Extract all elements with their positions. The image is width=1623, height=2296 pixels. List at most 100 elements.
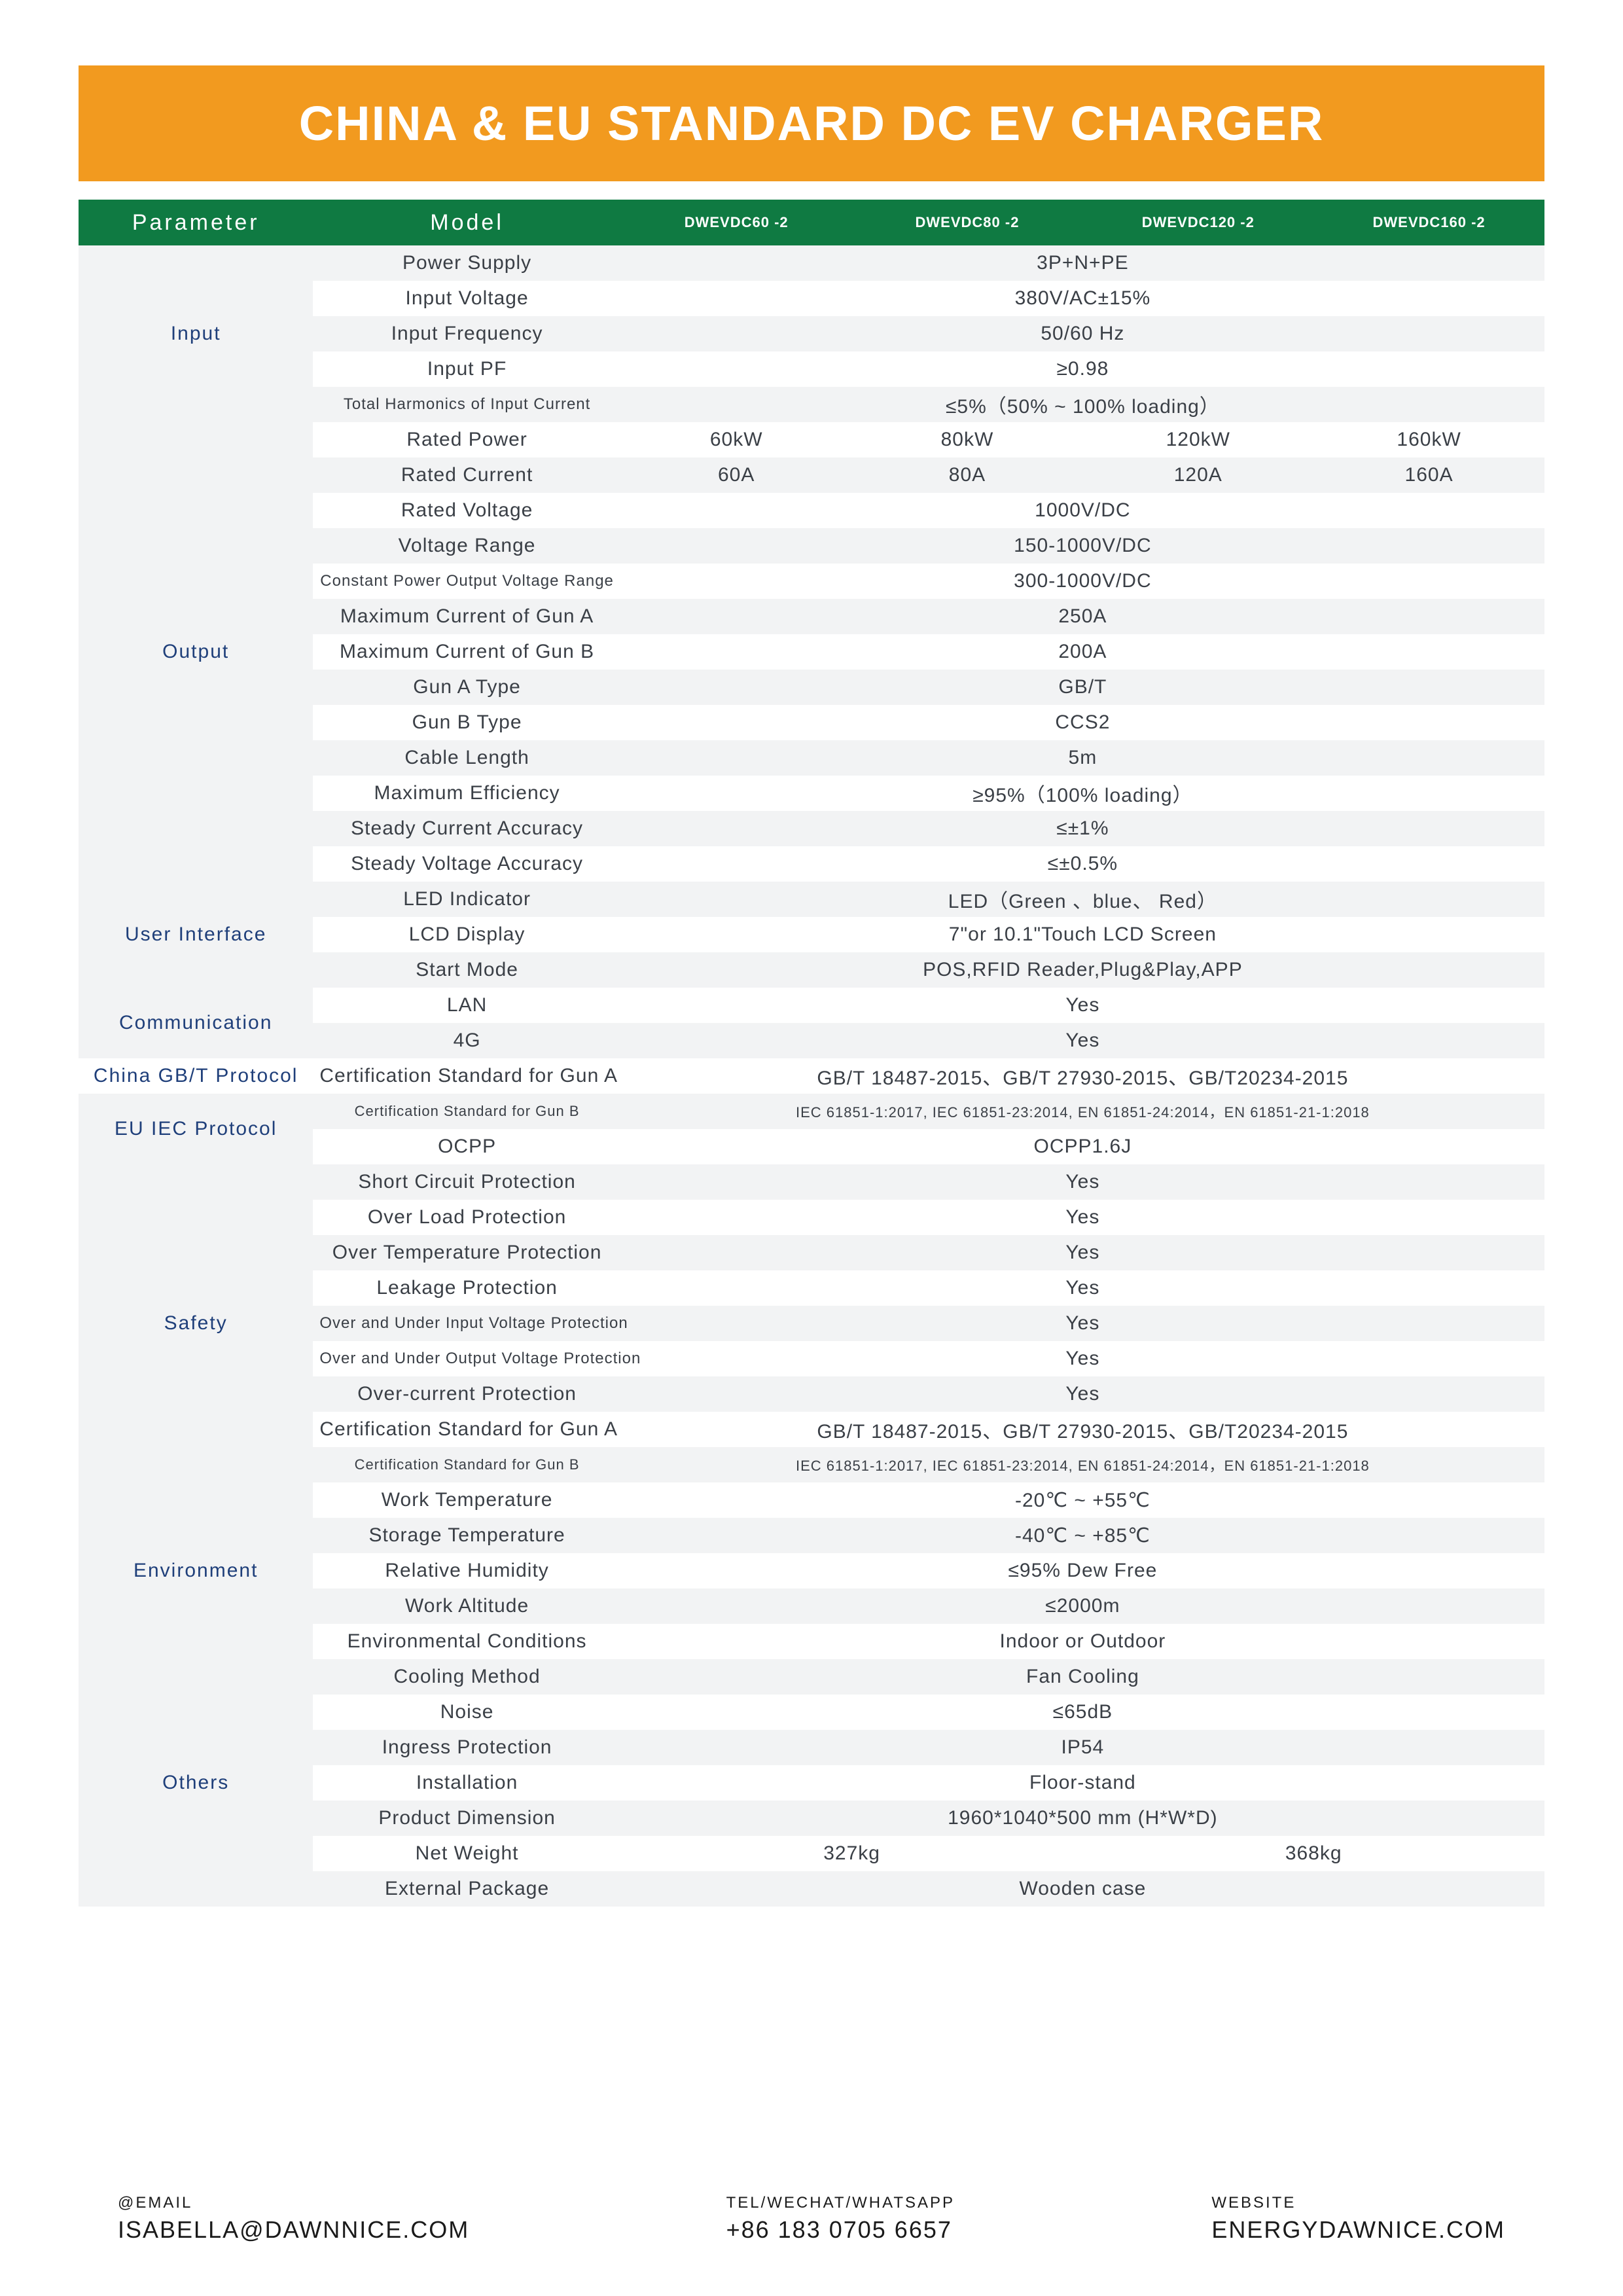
param-value: IP54 [621,1730,1544,1765]
param-label: Maximum Current of Gun B [313,634,620,670]
param-value: Yes [621,1200,1544,1235]
param-label: Storage Temperature [313,1518,620,1553]
param-value: ≤±1% [621,811,1544,846]
param-value: 80A [852,457,1083,493]
param-label: Constant Power Output Voltage Range [313,564,620,599]
page-title: CHINA & EU STANDARD DC EV CHARGER [79,65,1544,181]
category-cell: Communication [79,988,313,1058]
category-cell: Others [79,1659,313,1907]
param-value: Indoor or Outdoor [621,1624,1544,1659]
table-row: OutputRated Power60kW80kW120kW160kW [79,422,1544,457]
param-label: LAN [313,988,620,1023]
param-value: IEC 61851-1:2017, IEC 61851-23:2014, EN … [621,1447,1544,1482]
param-label: Over Load Protection [313,1200,620,1235]
param-label: Work Altitude [313,1588,620,1624]
param-label: Total Harmonics of Input Current [313,387,620,422]
col-model-3: DWEVDC120 -2 [1082,200,1313,245]
param-value: IEC 61851-1:2017, IEC 61851-23:2014, EN … [621,1094,1544,1129]
table-header-row: Parameter Model DWEVDC60 -2 DWEVDC80 -2 … [79,200,1544,245]
param-label: Input PF [313,351,620,387]
param-label: Certification Standard for Gun B [313,1094,620,1129]
param-value: ≤65dB [621,1695,1544,1730]
param-label: Relative Humidity [313,1553,620,1588]
param-value: Yes [621,1270,1544,1306]
param-value: ≥0.98 [621,351,1544,387]
param-value: 327kg [621,1836,1083,1871]
table-row: CommunicationLANYes [79,988,1544,1023]
param-value: 50/60 Hz [621,316,1544,351]
param-value: 200A [621,634,1544,670]
param-label: Short Circuit Protection [313,1164,620,1200]
param-label: OCPP [313,1129,620,1164]
param-value: LED（Green 、blue、 Red） [621,882,1544,917]
param-value: 150-1000V/DC [621,528,1544,564]
param-value: GB/T 18487-2015、GB/T 27930-2015、GB/T2023… [621,1412,1544,1447]
param-value: Yes [621,1341,1544,1376]
param-value: 60A [621,457,852,493]
param-label: Work Temperature [313,1482,620,1518]
param-label: Rated Voltage [313,493,620,528]
param-value: Floor-stand [621,1765,1544,1801]
param-value: 3P+N+PE [621,245,1544,281]
param-value: Wooden case [621,1871,1544,1907]
param-label: Steady Voltage Accuracy [313,846,620,882]
param-label: Net Weight [313,1836,620,1871]
param-label: Cable Length [313,740,620,776]
param-value: POS,RFID Reader,Plug&Play,APP [621,952,1544,988]
param-value: ≤±0.5% [621,846,1544,882]
param-value: Yes [621,1306,1544,1341]
param-value: Yes [621,1023,1544,1058]
col-model: Model [313,200,620,245]
param-value: 120A [1082,457,1313,493]
footer-email: @EMAIL ISABELLA@DAWNNICE.COM [118,2194,469,2244]
param-label: LCD Display [313,917,620,952]
category-cell: Environment [79,1482,313,1659]
param-label: Start Mode [313,952,620,988]
param-value: 120kW [1082,422,1313,457]
category-cell: User Interface [79,882,313,988]
param-value: 300-1000V/DC [621,564,1544,599]
param-label: LED Indicator [313,882,620,917]
param-label: Certification Standard for Gun A [313,1058,620,1094]
param-value: Yes [621,1164,1544,1200]
table-row: User InterfaceLED IndicatorLED（Green 、bl… [79,882,1544,917]
param-label: Certification Standard for Gun A [313,1412,620,1447]
param-label: Input Frequency [313,316,620,351]
param-value: Yes [621,1235,1544,1270]
param-label: Leakage Protection [313,1270,620,1306]
col-model-1: DWEVDC60 -2 [621,200,852,245]
col-parameter: Parameter [79,200,313,245]
param-value: Yes [621,988,1544,1023]
param-value: CCS2 [621,705,1544,740]
param-value: 160kW [1313,422,1544,457]
param-value: ≤2000m [621,1588,1544,1624]
footer-web: WEBSITE ENERGYDAWNICE.COM [1211,2194,1505,2244]
col-model-2: DWEVDC80 -2 [852,200,1083,245]
table-row: InputPower Supply3P+N+PE [79,245,1544,281]
param-value: 7"or 10.1"Touch LCD Screen [621,917,1544,952]
table-row: EU IEC ProtocolCertification Standard fo… [79,1094,1544,1129]
param-value: 250A [621,599,1544,634]
param-label: Environmental Conditions [313,1624,620,1659]
footer-phone: TEL/WECHAT/WHATSAPP +86 183 0705 6657 [726,2194,955,2244]
param-label: External Package [313,1871,620,1907]
param-label: Product Dimension [313,1801,620,1836]
param-label: Gun A Type [313,670,620,705]
footer-phone-label: TEL/WECHAT/WHATSAPP [726,2194,955,2212]
spec-table: Parameter Model DWEVDC60 -2 DWEVDC80 -2 … [79,200,1544,1907]
param-label: Installation [313,1765,620,1801]
param-label: Input Voltage [313,281,620,316]
param-value: 60kW [621,422,852,457]
category-cell: Safety [79,1164,313,1482]
param-label: Power Supply [313,245,620,281]
param-value: 368kg [1082,1836,1544,1871]
param-value: -40℃ ~ +85℃ [621,1518,1544,1553]
footer-email-label: @EMAIL [118,2194,469,2212]
footer-email-value: ISABELLA@DAWNNICE.COM [118,2216,469,2244]
param-label: Over and Under Input Voltage Protection [313,1306,620,1341]
param-value: -20℃ ~ +55℃ [621,1482,1544,1518]
param-value: ≥95%（100% loading） [621,776,1544,811]
param-value: 380V/AC±15% [621,281,1544,316]
table-row: EnvironmentWork Temperature-20℃ ~ +55℃ [79,1482,1544,1518]
param-value: Fan Cooling [621,1659,1544,1695]
